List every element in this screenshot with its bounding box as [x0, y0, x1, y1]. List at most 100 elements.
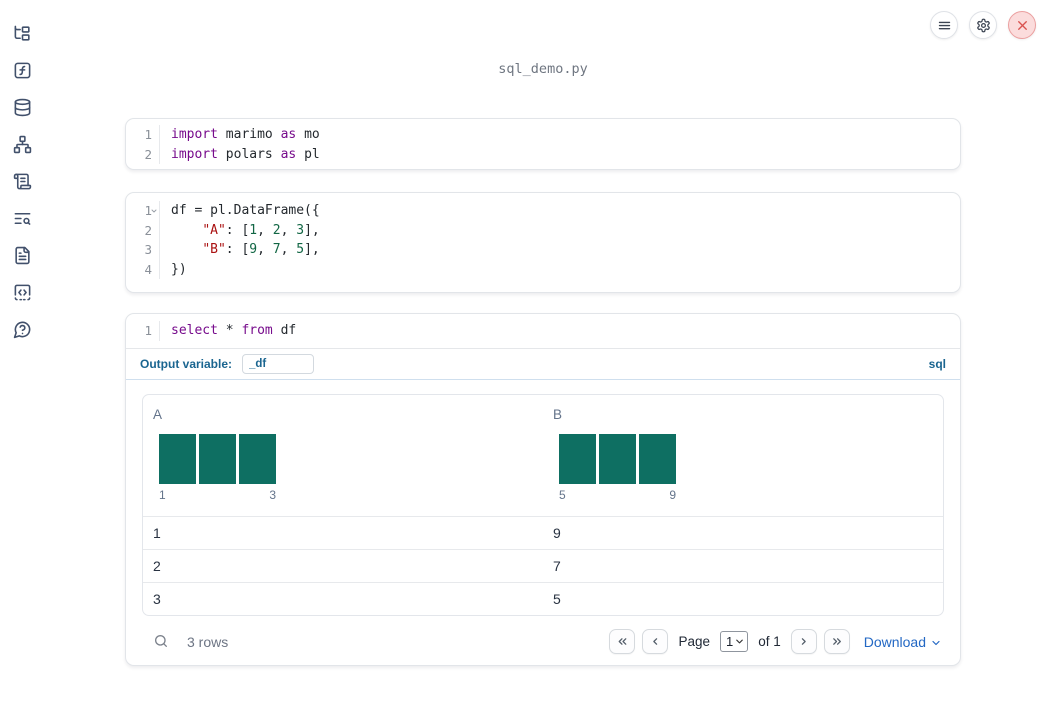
cell-value: 1	[153, 524, 161, 541]
sidebar-item-scratchpad[interactable]	[11, 282, 33, 302]
histogram-ticks: 5 9	[559, 488, 676, 502]
chevron-right-icon	[802, 638, 807, 646]
hist-max-label: 9	[669, 487, 676, 502]
chevrons-right-icon	[833, 638, 842, 646]
doc-search-icon	[14, 212, 30, 225]
dataframe-table: A 1 3 B 5 9	[142, 393, 944, 617]
code-line: })	[171, 261, 187, 277]
fold-chevron-icon[interactable]	[150, 207, 158, 215]
file-tree-icon	[14, 25, 30, 41]
sidebar-item-help[interactable]	[11, 319, 33, 339]
sidebar	[0, 0, 44, 713]
code-cell-dataframe[interactable]: 1 2 3 4 df = pl.DataFrame({ "A": [1, 2, …	[125, 192, 961, 293]
table-header: A 1 3 B 5 9	[143, 395, 943, 516]
code-line: import polars as pl	[171, 146, 320, 162]
code-editor[interactable]: 1 2 import marimo as mo import polars as…	[126, 119, 960, 169]
hist-max-label: 3	[269, 487, 276, 502]
chevron-down-icon	[736, 639, 744, 644]
search-icon	[155, 634, 167, 647]
sidebar-item-snippets[interactable]	[11, 245, 33, 265]
menu-button[interactable]	[930, 11, 958, 39]
code-cell-imports[interactable]: 1 2 import marimo as mo import polars as…	[125, 118, 961, 170]
code-content[interactable]: select * from df	[160, 321, 296, 341]
language-badge: sql	[928, 356, 946, 371]
prev-page-button[interactable]	[642, 629, 669, 655]
line-number: 2	[144, 222, 152, 238]
line-number: 2	[144, 146, 152, 162]
sidebar-item-logs[interactable]	[11, 171, 33, 191]
hist-min-label: 1	[159, 487, 166, 502]
line-number-gutter: 1	[126, 321, 160, 341]
column-header-a[interactable]: A 1 3	[143, 395, 543, 516]
pagination: Page 1 of 1	[609, 629, 850, 655]
table-row[interactable]: 3 5	[143, 582, 943, 615]
sidebar-item-documentation[interactable]	[11, 208, 33, 228]
line-number: 4	[144, 261, 152, 277]
output-variable-input[interactable]	[242, 353, 315, 374]
table-row[interactable]: 1 9	[143, 515, 943, 549]
code-line: df = pl.DataFrame({	[171, 203, 320, 218]
page-select[interactable]: 1	[719, 631, 749, 653]
chevron-down-icon	[932, 640, 940, 645]
sidebar-item-file-explorer[interactable]	[11, 23, 33, 43]
column-name: B	[553, 406, 563, 422]
chevron-left-icon	[653, 638, 658, 646]
function-square-icon	[14, 62, 30, 78]
sidebar-item-datasources[interactable]	[11, 97, 33, 117]
cell-output-divider	[126, 378, 960, 380]
output-variable-label: Output variable:	[140, 356, 233, 371]
sql-options-bar: Output variable: sql	[126, 349, 960, 379]
last-page-button[interactable]	[823, 629, 850, 655]
divider	[126, 347, 960, 349]
histogram-ticks: 1 3	[159, 488, 276, 502]
row-count: 3 rows	[187, 633, 229, 650]
snippets-file-icon	[14, 246, 30, 264]
cell-value: 9	[553, 524, 561, 541]
cell-value: 3	[153, 591, 161, 608]
line-number-gutter: 1 2 3 4	[126, 201, 160, 279]
close-button[interactable]	[1008, 11, 1036, 39]
search-button[interactable]	[152, 633, 170, 651]
first-page-button[interactable]	[609, 629, 636, 655]
column-histogram[interactable]	[559, 433, 676, 484]
line-number-gutter: 1 2	[126, 125, 160, 164]
code-editor[interactable]: 1 2 3 4 df = pl.DataFrame({ "A": [1, 2, …	[126, 193, 960, 287]
line-number: 1	[144, 127, 152, 142]
table-row[interactable]: 2 7	[143, 548, 943, 582]
code-content[interactable]: import marimo as mo import polars as pl	[160, 125, 320, 164]
page-total-label: of 1	[758, 634, 781, 650]
table-footer: 3 rows Page 1 of 1	[142, 625, 944, 658]
scratchpad-code-icon	[14, 284, 30, 300]
page-label: Page	[678, 634, 710, 650]
notebook-filename: sql_demo.py	[498, 61, 588, 77]
hist-min-label: 5	[559, 487, 566, 502]
logs-scroll-icon	[13, 173, 31, 189]
code-content[interactable]: df = pl.DataFrame({ "A": [1, 2, 3], "B":…	[160, 201, 320, 279]
cell-value: 5	[553, 591, 561, 608]
sidebar-item-variables[interactable]	[11, 60, 33, 80]
code-line: import marimo as mo	[171, 127, 320, 142]
sql-cell[interactable]: 1 select * from df Output variable: sql	[125, 313, 961, 666]
next-page-button[interactable]	[790, 629, 817, 655]
line-number: 1	[144, 323, 152, 338]
code-line: select * from df	[171, 323, 297, 338]
page-select-value: 1	[725, 634, 734, 650]
notebook-area: 1 2 import marimo as mo import polars as…	[125, 0, 961, 713]
column-name: A	[153, 406, 163, 422]
topbar-actions	[930, 11, 1036, 39]
cell-value: 7	[553, 557, 561, 574]
line-number: 1	[126, 201, 157, 221]
line-number: 3	[144, 242, 152, 257]
help-question-icon	[13, 321, 30, 338]
column-header-b[interactable]: B 5 9	[543, 395, 943, 516]
line-number-text: 1	[144, 203, 152, 218]
sql-code-editor[interactable]: 1 select * from df	[126, 314, 960, 348]
dependency-graph-icon	[13, 135, 31, 153]
settings-button[interactable]	[969, 11, 997, 39]
download-label: Download	[863, 633, 926, 650]
close-icon	[1017, 20, 1027, 30]
sidebar-item-dependencies[interactable]	[11, 134, 33, 154]
download-button[interactable]: Download	[864, 634, 942, 650]
column-histogram[interactable]	[159, 433, 276, 484]
